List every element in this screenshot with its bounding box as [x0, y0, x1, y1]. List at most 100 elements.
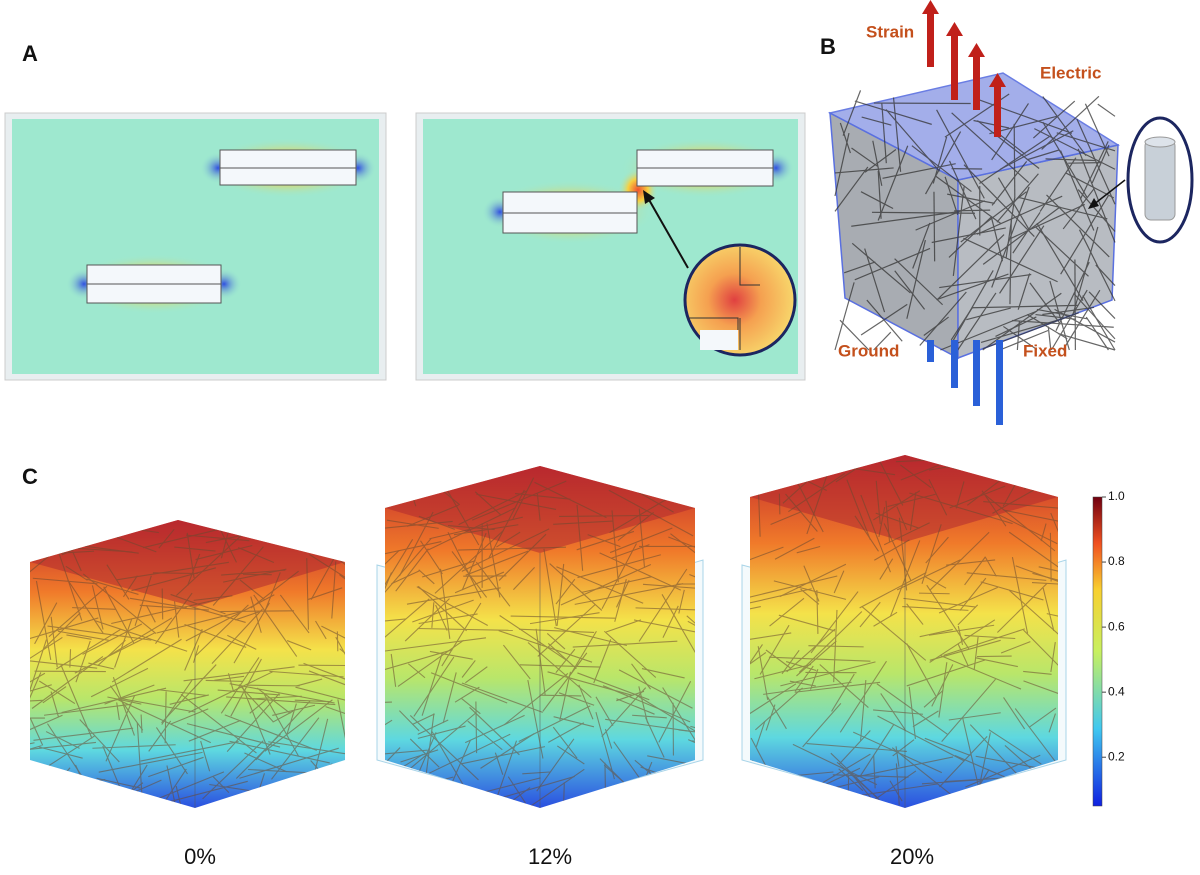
fiber: [957, 625, 964, 645]
fiber: [750, 737, 767, 768]
fiber: [892, 97, 902, 172]
fiber: [961, 717, 982, 797]
fiber: [458, 490, 527, 526]
fiber: [750, 632, 792, 648]
fiber: [385, 538, 432, 603]
fiber: [400, 749, 439, 763]
fiber: [796, 545, 821, 554]
fiber: [1017, 196, 1108, 220]
fiber: [915, 200, 985, 231]
fiber: [32, 577, 98, 585]
fiber: [991, 160, 1028, 206]
fiber: [616, 690, 645, 702]
fiber: [429, 650, 473, 660]
fiber: [499, 615, 568, 661]
fiber: [919, 628, 953, 638]
fiber: [480, 733, 535, 769]
fiber: [973, 119, 1010, 129]
fiber: [230, 658, 262, 717]
fiber: [798, 611, 863, 673]
fiber: [595, 696, 614, 727]
fiber: [385, 787, 410, 808]
fiber: [385, 749, 428, 761]
fiber: [211, 608, 263, 665]
fiber: [1017, 273, 1031, 310]
fiber: [385, 701, 393, 704]
fiber: [929, 531, 990, 591]
fiber: [980, 581, 1044, 601]
fiber: [999, 329, 1049, 351]
fiber: [900, 464, 932, 489]
fiber: [140, 714, 143, 733]
fiber: [641, 668, 685, 679]
fiber: [43, 703, 132, 716]
fiber: [461, 697, 481, 715]
fiber: [1038, 566, 1058, 582]
fiber: [1048, 713, 1056, 733]
fiber: [57, 630, 109, 641]
fiber: [553, 520, 613, 525]
fiber: [439, 568, 451, 639]
fiber: [534, 481, 607, 519]
fiber: [576, 530, 635, 551]
fiber: [1023, 670, 1052, 675]
fiber: [658, 680, 692, 743]
fiber: [91, 585, 104, 630]
fiber: [50, 616, 58, 668]
fiber: [417, 585, 467, 632]
fiber: [72, 551, 82, 572]
fiber: [409, 715, 479, 781]
fiber: [935, 175, 1002, 225]
fiber: [47, 625, 152, 641]
fiber: [577, 554, 661, 579]
fiber: [939, 273, 1032, 289]
fiber: [30, 617, 99, 643]
fiber: [861, 605, 927, 661]
fiber: [894, 270, 926, 310]
fiber: [662, 687, 695, 747]
fiber: [546, 633, 566, 650]
fiber: [395, 770, 416, 808]
fiber: [239, 579, 265, 601]
fiber: [561, 782, 565, 808]
fiber: [1095, 264, 1116, 286]
fiber: [1059, 150, 1095, 231]
fiber: [964, 556, 986, 586]
fiber: [385, 618, 407, 624]
fiber: [1042, 587, 1055, 632]
fiber: [928, 479, 948, 516]
fiber: [428, 733, 511, 774]
fiber: [923, 316, 949, 336]
fiber: [779, 563, 847, 598]
fiber: [859, 723, 895, 777]
fiber: [926, 584, 970, 650]
fiber: [633, 619, 695, 636]
fiber: [549, 563, 603, 611]
fiber: [750, 644, 763, 702]
fiber: [90, 667, 149, 698]
fiber: [1009, 219, 1012, 305]
fiber: [471, 480, 567, 521]
fiber: [233, 602, 270, 664]
fiber: [919, 291, 967, 346]
panel-label: B: [820, 34, 836, 59]
fiber: [836, 761, 878, 798]
fiber: [985, 494, 1056, 552]
fiber: [982, 206, 1061, 265]
fiber: [330, 539, 345, 551]
network-cube: [827, 72, 1120, 360]
fiber: [609, 497, 669, 534]
fiber: [556, 566, 644, 604]
fiber: [759, 624, 790, 675]
fiber: [1040, 523, 1047, 542]
fiber: [420, 540, 443, 575]
fiber: [486, 523, 501, 598]
fiber: [469, 706, 520, 756]
fiber: [999, 130, 1074, 170]
fiber: [1023, 680, 1058, 704]
fiber: [778, 614, 836, 632]
fiber: [447, 525, 495, 531]
fiber: [919, 592, 950, 595]
fiber: [796, 640, 837, 677]
